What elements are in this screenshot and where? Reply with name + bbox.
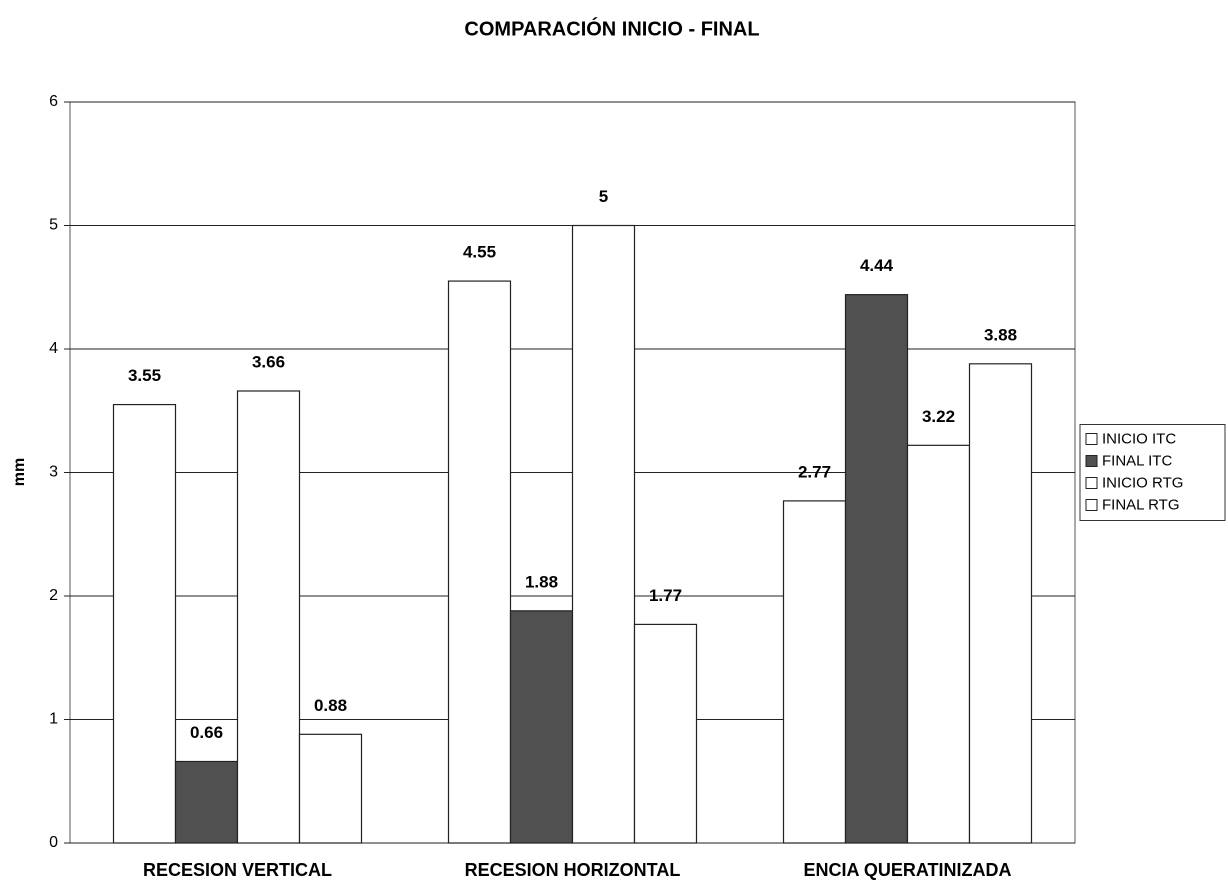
legend-label: INICIO RTG — [1102, 474, 1183, 491]
bar — [174, 760, 239, 844]
legend-swatch — [1085, 455, 1098, 467]
x-tick-label: RECESION HORIZONTAL — [465, 860, 681, 880]
y-tick-label: 1 — [49, 711, 58, 728]
legend-swatch — [1085, 499, 1098, 511]
y-axis-label: mm — [11, 458, 28, 486]
legend-label: FINAL RTG — [1102, 496, 1180, 513]
data-label: 1.77 — [649, 586, 682, 605]
legend-box — [1079, 424, 1226, 521]
legend-label: INICIO ITC — [1102, 430, 1176, 447]
data-label: 1.88 — [525, 572, 558, 591]
bar — [236, 390, 301, 844]
bar — [571, 224, 636, 844]
data-label: 3.66 — [252, 352, 285, 371]
chart-title: COMPARACIÓN INICIO - FINAL — [464, 16, 759, 40]
y-tick-label: 5 — [49, 217, 58, 234]
legend-swatch — [1085, 477, 1098, 489]
data-label: 0.66 — [190, 723, 223, 742]
legend-swatch — [1085, 433, 1098, 445]
data-label: 4.44 — [860, 256, 894, 275]
bar — [112, 403, 177, 844]
bar — [782, 500, 847, 844]
bar — [298, 733, 363, 844]
data-label: 3.22 — [922, 407, 955, 426]
legend-label: FINAL ITC — [1102, 452, 1172, 469]
y-tick-label: 0 — [49, 834, 58, 851]
bar — [447, 280, 512, 844]
data-label: 4.55 — [463, 243, 496, 262]
data-label: 5 — [599, 187, 608, 206]
x-tick-label: RECESION VERTICAL — [143, 860, 332, 880]
data-label: 2.77 — [798, 462, 831, 481]
bar — [968, 363, 1033, 844]
bar — [906, 444, 971, 844]
data-label: 3.55 — [128, 366, 161, 385]
bar — [844, 294, 909, 844]
bar — [633, 623, 698, 844]
bar — [509, 610, 574, 844]
y-tick-label: 3 — [49, 464, 58, 481]
data-label: 0.88 — [314, 696, 347, 715]
data-label: 3.88 — [984, 325, 1017, 344]
y-tick-label: 2 — [49, 587, 58, 604]
y-tick-label: 4 — [49, 340, 58, 357]
y-tick-label: 6 — [49, 93, 58, 110]
x-tick-label: ENCIA QUERATINIZADA — [804, 860, 1012, 880]
